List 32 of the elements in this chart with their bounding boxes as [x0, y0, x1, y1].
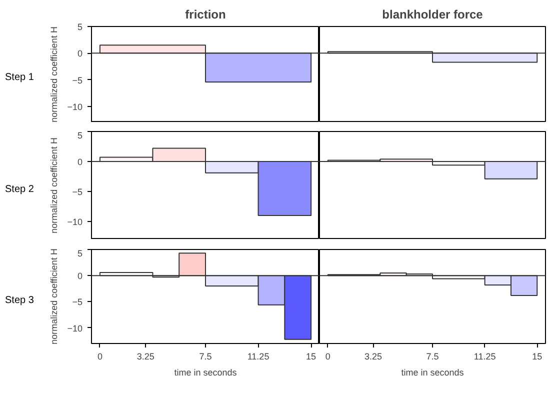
- y-tick-label: 0: [77, 157, 83, 167]
- text: Step 1: [5, 70, 34, 85]
- text: Step 3: [5, 294, 34, 308]
- y-tick-label: 5: [77, 22, 83, 32]
- y-tick-label: −10: [67, 323, 83, 334]
- chart-title: blankholder force: [382, 8, 484, 22]
- y-tick-label: 5: [77, 248, 83, 258]
- y-tick-label: −10: [67, 217, 83, 227]
- x-tick-label: 15: [306, 352, 316, 362]
- y-tick-label: −5: [72, 297, 83, 308]
- x-tick-label: 7.5: [199, 352, 212, 362]
- x-tick-label: 11.25: [474, 352, 496, 362]
- y-tick-label: −10: [67, 102, 83, 112]
- x-tick-label: 0: [325, 352, 330, 362]
- text: Step 2: [5, 182, 34, 197]
- y-tick-label: 0: [77, 271, 83, 282]
- x-tick-label: 7.5: [426, 352, 439, 362]
- x-axis-title: time in seconds: [174, 368, 238, 378]
- y-axis-title: normalized coefficient H: [49, 26, 60, 122]
- chart-title: friction: [185, 8, 226, 22]
- y-tick-label: 5: [77, 130, 83, 140]
- x-tick-label: 3.25: [364, 352, 382, 362]
- y-axis-title: normalized coefficient H: [49, 138, 60, 234]
- x-axis-title: time in seconds: [401, 368, 464, 378]
- x-tick-label: 3.25: [136, 352, 154, 362]
- x-tick-label: 15: [532, 352, 542, 362]
- y-axis-title: normalized coefficient H: [49, 248, 60, 344]
- x-tick-label: 11.25: [247, 352, 270, 362]
- y-tick-label: −5: [72, 187, 83, 197]
- y-tick-label: −5: [72, 75, 83, 86]
- x-tick-label: 0: [97, 352, 102, 362]
- y-tick-label: 0: [77, 48, 83, 59]
